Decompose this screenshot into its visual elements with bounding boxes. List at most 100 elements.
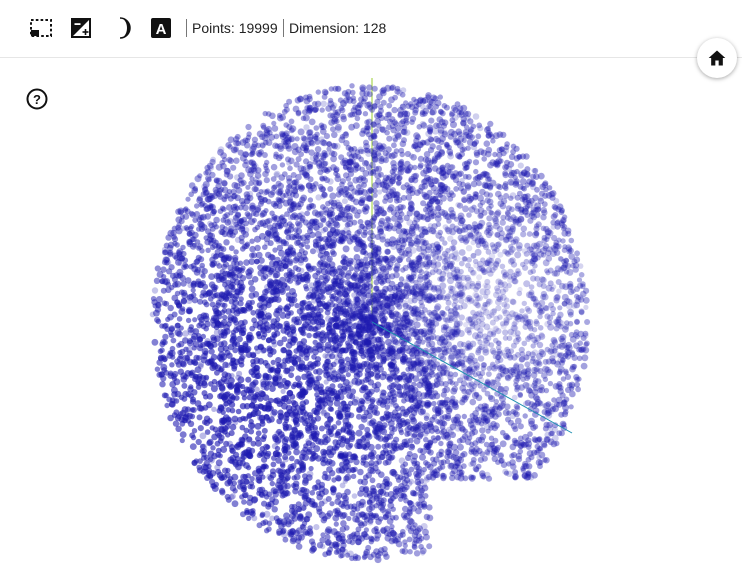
data-point [565, 262, 572, 270]
data-point [504, 403, 511, 410]
data-point [379, 312, 386, 319]
data-point [512, 426, 519, 433]
data-point [384, 332, 391, 339]
data-point [436, 116, 444, 123]
data-point [528, 332, 536, 340]
data-point [492, 354, 498, 360]
data-point [399, 294, 405, 300]
data-point [512, 473, 519, 480]
data-point [422, 167, 430, 175]
data-point [402, 505, 409, 513]
data-point [466, 342, 474, 350]
data-point [468, 126, 475, 133]
data-point [365, 125, 372, 131]
data-point [495, 411, 502, 418]
data-point [329, 249, 336, 255]
data-point [398, 120, 406, 127]
data-point [431, 309, 439, 316]
data-point [350, 196, 356, 203]
data-point [410, 331, 417, 338]
data-point [561, 422, 567, 428]
data-point [545, 270, 551, 276]
data-point [424, 475, 430, 481]
data-point [515, 452, 523, 460]
data-point [472, 332, 479, 340]
data-point [493, 446, 500, 453]
data-point [353, 245, 361, 253]
data-point [195, 438, 202, 446]
help-button[interactable]: ? [26, 88, 48, 110]
data-point [557, 311, 564, 318]
data-point [478, 237, 485, 244]
help-icon: ? [26, 88, 48, 110]
data-point [566, 283, 574, 290]
scatter-plot-canvas[interactable] [0, 59, 742, 578]
data-point [377, 272, 384, 279]
data-point [515, 373, 521, 380]
data-point [317, 235, 323, 242]
data-point [507, 419, 514, 426]
data-point [447, 195, 454, 202]
data-point [335, 201, 343, 209]
data-point [410, 360, 418, 368]
data-point [351, 166, 359, 173]
label-toggle-icon[interactable]: A [149, 16, 173, 40]
data-point [484, 278, 491, 285]
data-point [396, 319, 404, 327]
data-point [265, 139, 273, 147]
data-point [558, 342, 566, 350]
data-point [514, 387, 520, 393]
data-point [421, 240, 428, 246]
data-point [446, 144, 452, 151]
data-point [521, 300, 527, 307]
data-point [333, 334, 341, 342]
selection-icon[interactable] [29, 16, 53, 40]
data-point [551, 338, 558, 345]
night-mode-icon[interactable] [109, 16, 133, 40]
data-point [411, 306, 417, 312]
data-point [555, 243, 562, 250]
data-point [419, 139, 426, 146]
data-point [465, 145, 471, 151]
data-point [307, 225, 314, 231]
data-point [549, 430, 555, 436]
data-point [483, 182, 491, 190]
exposure-icon[interactable] [69, 16, 93, 40]
data-point [375, 518, 382, 525]
data-point [311, 135, 319, 143]
data-point [431, 165, 439, 172]
data-point [464, 164, 470, 171]
data-point [328, 431, 334, 438]
data-point [167, 304, 174, 312]
data-point [319, 215, 327, 223]
data-point [561, 226, 567, 232]
data-point [514, 405, 521, 411]
data-point [468, 320, 474, 327]
data-point [288, 365, 295, 372]
data-point [394, 301, 401, 308]
data-point [466, 212, 472, 218]
data-point [426, 200, 434, 208]
data-point [452, 330, 460, 338]
data-point [467, 266, 474, 273]
data-point [413, 260, 420, 267]
data-point [549, 355, 556, 362]
data-point [457, 154, 463, 160]
data-point [498, 452, 505, 458]
data-point [398, 496, 404, 502]
data-point [159, 278, 166, 285]
data-point [422, 207, 429, 213]
data-point [385, 338, 392, 346]
data-point [266, 231, 273, 238]
data-point [414, 354, 420, 360]
data-point [248, 159, 254, 165]
data-point [205, 228, 212, 235]
data-point [511, 321, 518, 327]
data-point [343, 226, 351, 234]
data-point [557, 365, 565, 373]
data-point [220, 152, 227, 159]
data-point [421, 424, 428, 431]
data-point [391, 215, 398, 222]
data-point [342, 245, 350, 253]
home-button[interactable] [697, 38, 737, 78]
